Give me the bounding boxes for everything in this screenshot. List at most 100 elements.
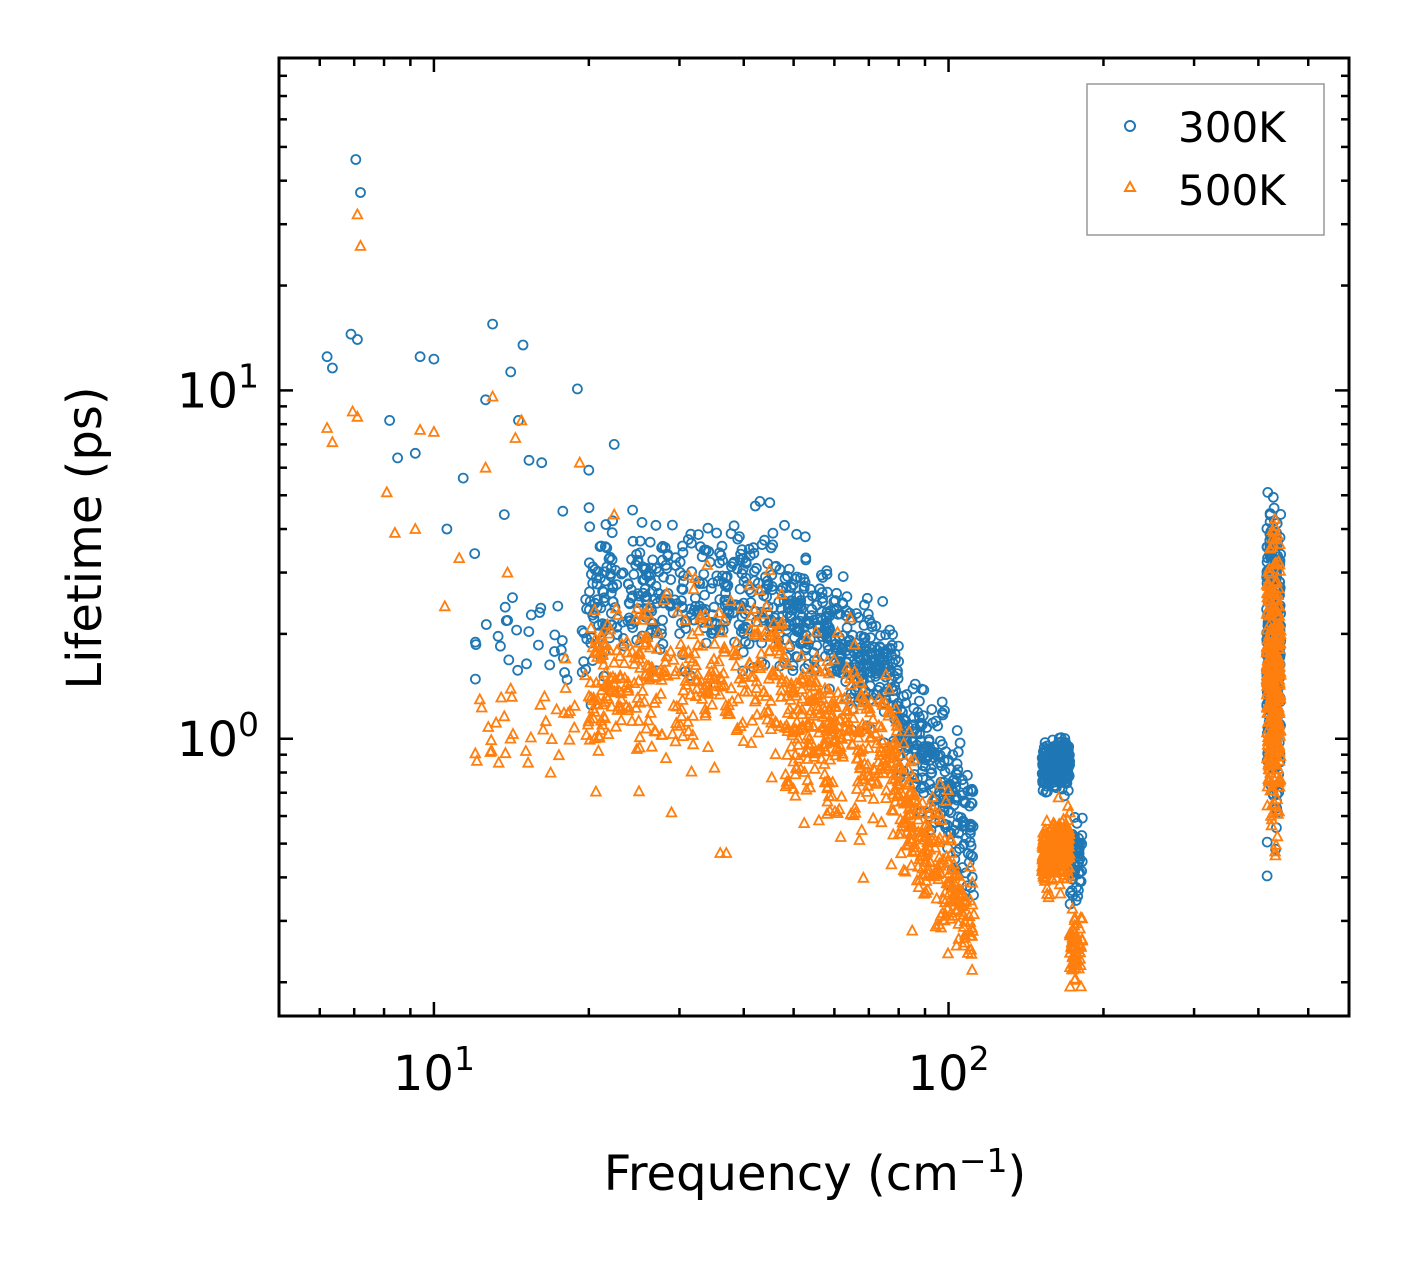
point-500K [661, 668, 674, 681]
point-500K [744, 608, 758, 621]
point-500K [633, 730, 647, 743]
point-500K [792, 702, 805, 715]
point-500K [1075, 911, 1089, 924]
point-500K [504, 681, 517, 694]
x-axis-title: Frequency (cm−1) [604, 1141, 1027, 1202]
point-500K [636, 608, 650, 620]
point-500K [799, 745, 812, 758]
point-500K [822, 666, 836, 679]
point-500K [676, 692, 689, 705]
point-500K [326, 435, 339, 448]
point-500K [470, 753, 484, 766]
point-500K [801, 773, 814, 785]
point-500K [1063, 805, 1077, 818]
point-500K [889, 734, 902, 747]
point-300K [951, 758, 963, 770]
point-300K [841, 622, 853, 634]
point-500K [854, 789, 868, 802]
point-300K [829, 639, 840, 651]
point-500K [708, 683, 722, 696]
point-500K [650, 641, 664, 654]
point-500K [941, 946, 955, 959]
point-500K [764, 722, 778, 734]
point-500K [906, 845, 919, 857]
point-500K [925, 869, 939, 881]
point-500K [674, 637, 688, 649]
point-300K [556, 635, 568, 646]
point-500K [610, 643, 624, 656]
point-300K [595, 540, 607, 552]
point-500K [604, 670, 617, 683]
point-500K [705, 697, 719, 710]
point-500K [667, 652, 680, 665]
point-300K [624, 598, 636, 610]
point-500K [952, 893, 966, 906]
point-300K [480, 619, 492, 630]
point-300K [578, 656, 590, 667]
point-300K [627, 535, 639, 547]
series-300K-points [321, 154, 1287, 910]
point-500K [896, 748, 909, 760]
point-300K [917, 710, 929, 721]
legend-marker-500K [1123, 179, 1137, 192]
point-500K [744, 669, 758, 682]
point-300K [1261, 836, 1273, 848]
point-500K [1268, 738, 1282, 750]
point-500K [811, 699, 824, 711]
point-500K [690, 681, 704, 694]
point-300K [935, 735, 946, 747]
legend: 300K 500K [1086, 83, 1325, 236]
point-300K [611, 629, 623, 640]
point-500K [895, 819, 909, 832]
point-500K [1262, 733, 1276, 746]
point-500K [939, 793, 953, 806]
point-500K [763, 563, 776, 575]
point-500K [717, 666, 730, 679]
point-500K [659, 751, 673, 763]
point-500K [772, 646, 786, 659]
point-500K [792, 731, 805, 744]
point-300K [960, 796, 971, 808]
point-500K [864, 721, 878, 733]
point-300K [802, 615, 814, 627]
point-300K [688, 604, 700, 616]
point-500K [933, 831, 947, 843]
point-500K [578, 668, 592, 681]
point-300K [767, 527, 779, 539]
point-500K [625, 714, 639, 726]
point-500K [808, 761, 822, 774]
point-500K [506, 727, 520, 739]
point-500K [559, 651, 572, 664]
point-300K [726, 561, 737, 572]
point-300K [1267, 491, 1279, 503]
point-500K [598, 695, 611, 707]
point-500K [839, 720, 852, 733]
point-300K [892, 665, 903, 677]
point-500K [856, 694, 869, 707]
point-500K [1265, 523, 1279, 536]
point-500K [666, 727, 679, 739]
point-300K [816, 606, 828, 618]
point-500K [746, 713, 759, 726]
point-500K [651, 626, 665, 639]
point-500K [790, 760, 803, 773]
point-500K [676, 661, 689, 674]
point-300K [751, 562, 762, 574]
point-500K [872, 691, 886, 704]
point-300K [351, 334, 363, 345]
point-500K [1273, 563, 1287, 576]
point-500K [743, 623, 757, 635]
point-300K [764, 497, 776, 509]
point-500K [1063, 979, 1077, 992]
point-500K [816, 719, 829, 732]
point-500K [762, 671, 776, 684]
series-500K-points [320, 207, 1288, 992]
point-500K [967, 907, 981, 920]
point-500K [1039, 841, 1053, 854]
point-500K [1273, 706, 1286, 718]
point-500K [910, 802, 923, 814]
point-500K [821, 794, 834, 807]
point-300K [667, 607, 679, 619]
point-500K [1262, 677, 1276, 689]
point-300K [623, 579, 634, 590]
